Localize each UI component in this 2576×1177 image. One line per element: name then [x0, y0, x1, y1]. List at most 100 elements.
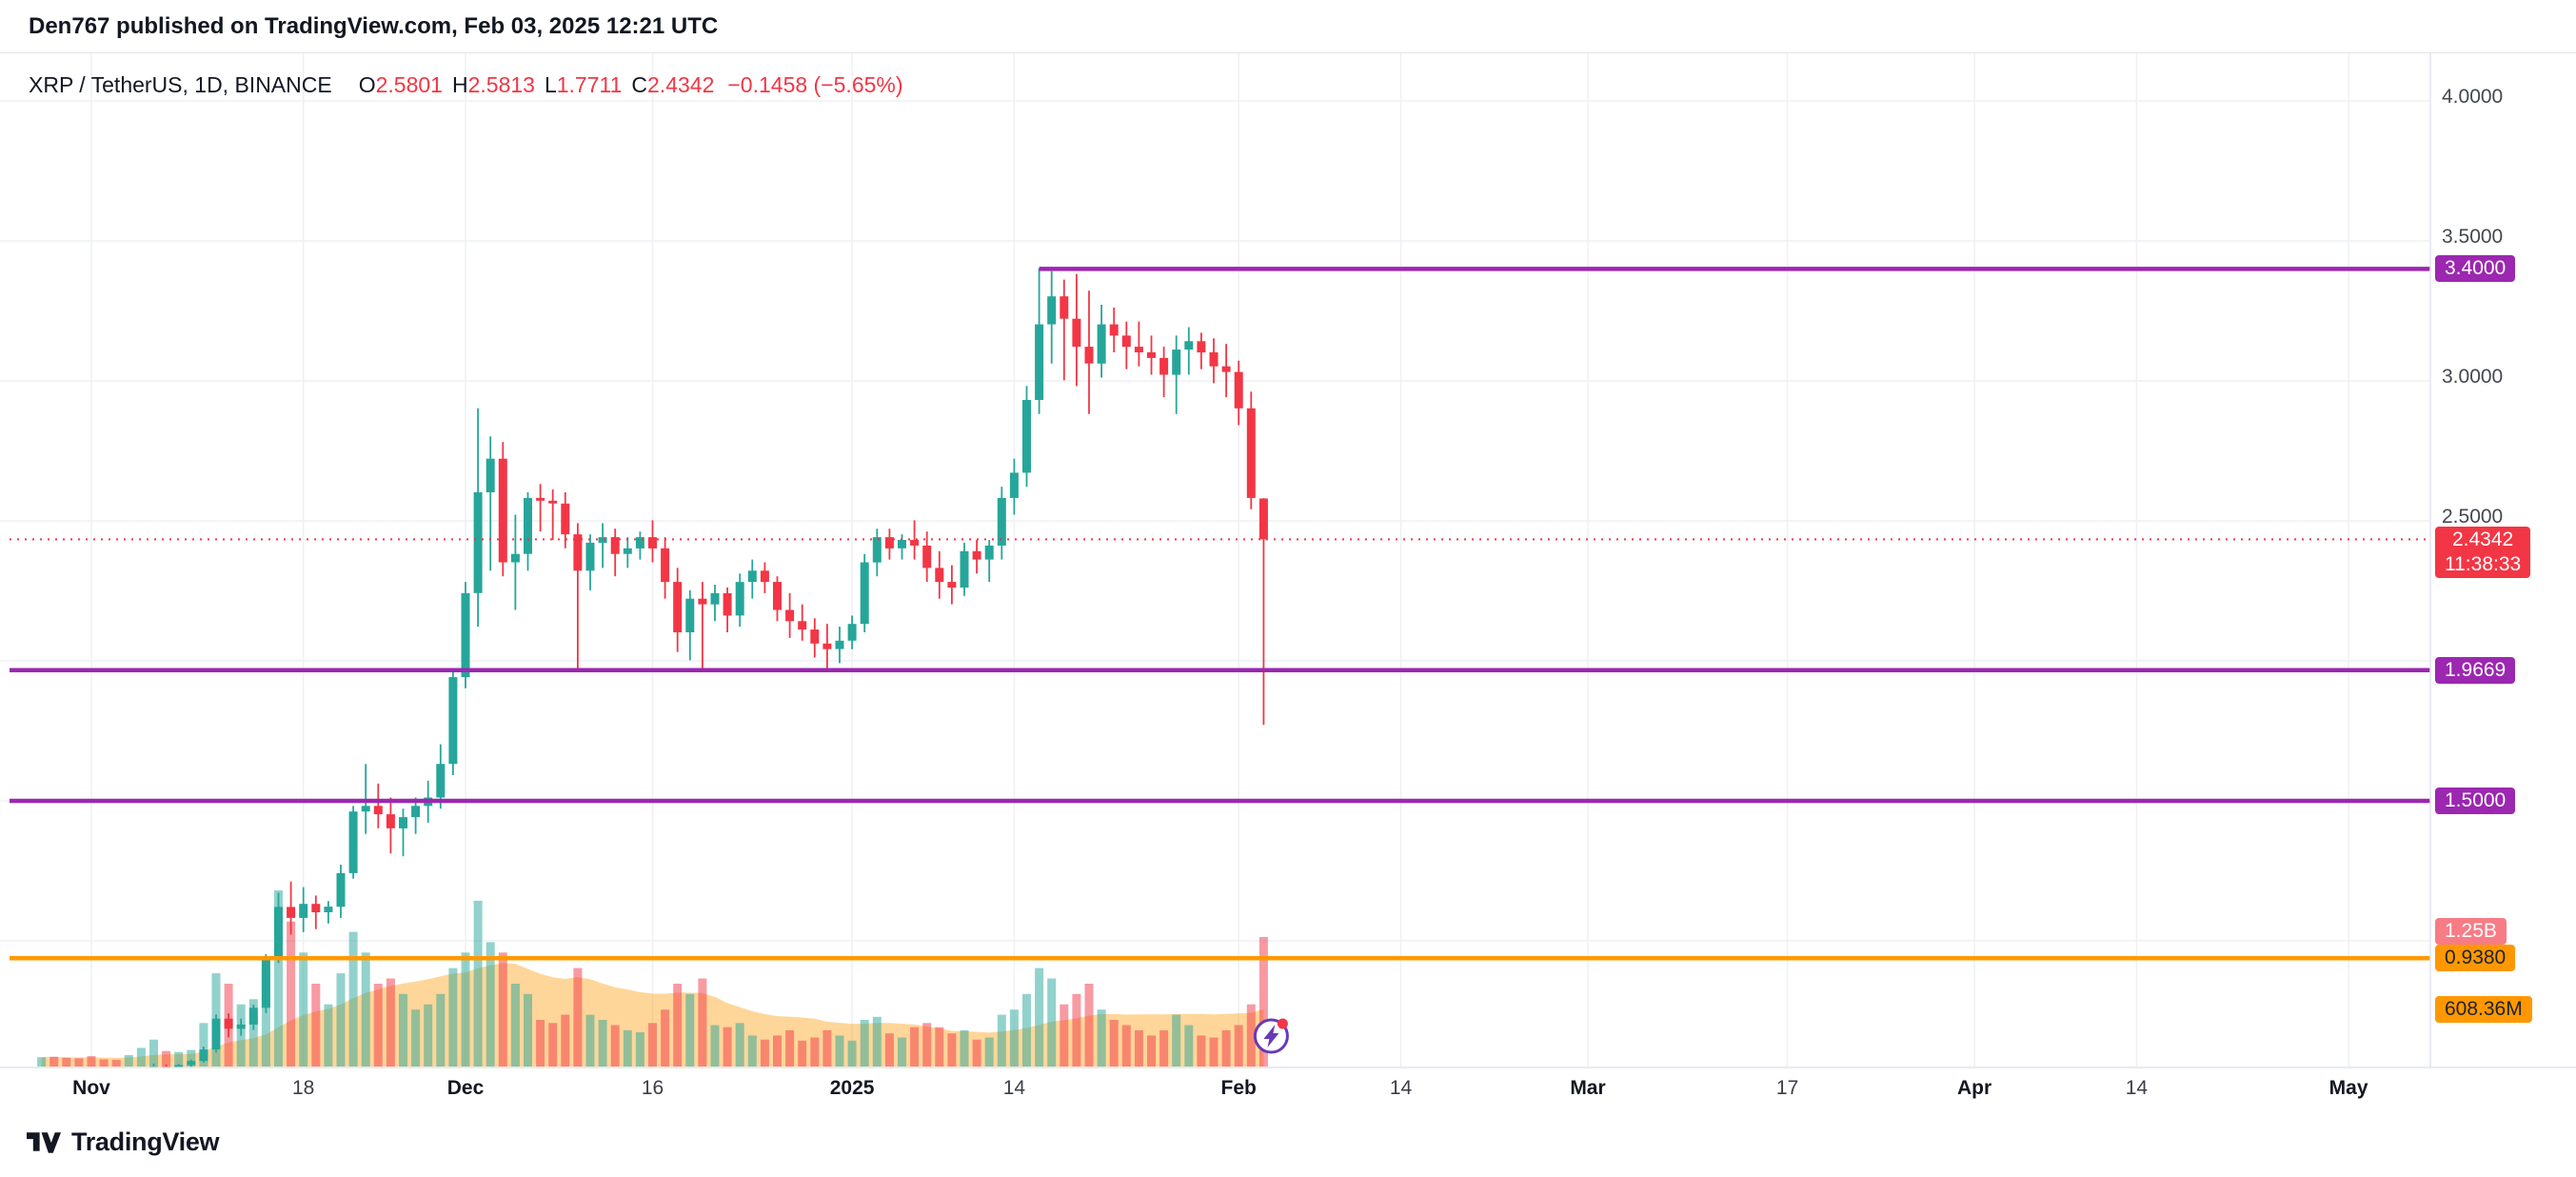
- volume-ma-badge: 608.36M: [2435, 995, 2532, 1023]
- time-tick-label: Apr: [1957, 1077, 1992, 1099]
- volume-bar: [498, 952, 507, 1067]
- price-tick-label: 3.5000: [2442, 226, 2504, 248]
- volume-bar: [810, 1037, 820, 1067]
- brand-name: TradingView: [71, 1127, 220, 1156]
- candle-body: [723, 592, 732, 616]
- volume-bar: [386, 978, 395, 1067]
- price-level-badge: 0.9380: [2435, 945, 2516, 972]
- volume-bar: [648, 1023, 657, 1067]
- candle-body: [810, 629, 820, 644]
- grid: [0, 53, 2430, 1067]
- volume-bar: [1134, 1029, 1143, 1067]
- candle-body: [1097, 324, 1106, 364]
- volume-bar: [1197, 1035, 1206, 1067]
- volume-bar: [1121, 1025, 1131, 1067]
- candle-body: [287, 907, 296, 918]
- time-tick-label: Mar: [1570, 1077, 1606, 1099]
- volume-bar: [922, 1023, 932, 1067]
- volume-bar: [124, 1055, 133, 1067]
- footer: TradingView: [27, 1127, 220, 1157]
- time-tick-label: May: [2328, 1077, 2368, 1099]
- price-level-badge: 1.5000: [2435, 788, 2516, 814]
- volume-bar: [548, 1023, 558, 1067]
- high-value: 2.5813: [467, 72, 535, 97]
- candle-body: [997, 497, 1006, 546]
- candle-body: [648, 537, 657, 549]
- volume-bar: [1035, 968, 1044, 1067]
- close-label: C: [631, 72, 648, 97]
- volume-bar: [436, 993, 446, 1067]
- volume-bar: [448, 968, 458, 1067]
- volume-bar: [149, 1039, 158, 1067]
- volume-bar: [635, 1032, 644, 1067]
- price-level-badge: 3.4000: [2435, 255, 2516, 283]
- candle-body: [1234, 371, 1243, 409]
- candle-body: [1221, 366, 1231, 372]
- tradingview-logo: [27, 1131, 61, 1153]
- volume-bar: [1159, 1029, 1169, 1067]
- candle-body: [1172, 349, 1181, 375]
- volume-bar: [99, 1059, 109, 1067]
- bar-countdown: 11:38:33: [2445, 553, 2522, 576]
- volume-bar: [1246, 1004, 1256, 1067]
- volume-bar: [1147, 1035, 1156, 1067]
- volume-bar: [473, 900, 483, 1067]
- volume-bar: [1184, 1025, 1194, 1067]
- candle-body: [884, 537, 894, 549]
- candle-body: [248, 1007, 258, 1025]
- symbol-title[interactable]: XRP / TetherUS, 1D, BINANCE: [29, 72, 332, 97]
- candle-body: [598, 537, 607, 543]
- attribution-header: Den767 published on TradingView.com, Feb…: [0, 0, 2576, 53]
- open-value: 2.5801: [375, 72, 443, 97]
- volume-bar: [822, 1029, 832, 1067]
- volume-bar: [524, 993, 532, 1067]
- candle-body: [1084, 347, 1094, 364]
- volume-bar: [1234, 1025, 1243, 1067]
- candle-body: [1184, 341, 1194, 350]
- price-tick-label: 4.0000: [2442, 86, 2504, 108]
- candle-body: [1197, 341, 1206, 353]
- candle-body: [561, 503, 570, 535]
- time-tick-label: 14: [1002, 1077, 1026, 1099]
- volume-bar: [872, 1016, 882, 1067]
- volume-bar: [685, 993, 695, 1067]
- open-label: O: [358, 72, 376, 97]
- volume-bar: [324, 1004, 333, 1067]
- candle-body: [610, 537, 620, 554]
- candle-body: [411, 806, 421, 818]
- candle-body: [261, 960, 270, 1008]
- close-value: 2.4342: [647, 72, 715, 97]
- price-axis[interactable]: 4.0000 3.5000 3.0000 2.5000 3.4000 1.9669 1.50…: [2430, 53, 2576, 1067]
- idea-marker[interactable]: [1253, 1018, 1289, 1054]
- candle-body: [798, 621, 807, 630]
- candle-body: [847, 624, 857, 641]
- volume-bar: [111, 1059, 121, 1067]
- volume-bar: [348, 931, 358, 1067]
- candle-body: [386, 814, 395, 828]
- volume-bar: [461, 952, 470, 1067]
- candle-body: [1060, 296, 1069, 319]
- volume-bar: [960, 1029, 969, 1067]
- candle-body: [373, 806, 383, 815]
- candle-body: [536, 497, 545, 501]
- candle-body: [685, 598, 695, 632]
- volume-bar: [411, 1009, 421, 1067]
- candle-body: [1072, 318, 1081, 348]
- volume-bar: [37, 1057, 47, 1067]
- candle-body: [498, 458, 507, 563]
- volume-bar: [199, 1023, 208, 1067]
- time-tick-label: Dec: [446, 1077, 485, 1099]
- candle-body: [311, 904, 321, 912]
- volume-bar: [274, 890, 283, 1067]
- ohlc-close: C2.4342: [631, 72, 714, 98]
- time-axis[interactable]: Nov 18 Dec 16 2025 14 Feb 14 Mar 17 Apr 14 May: [0, 1068, 2430, 1110]
- volume-bar: [935, 1027, 944, 1067]
- candle-body: [1209, 352, 1219, 367]
- volume-bar: [74, 1058, 84, 1067]
- volume-bar: [174, 1051, 184, 1067]
- candle-body: [524, 497, 532, 554]
- price-tick-label: 3.0000: [2442, 366, 2504, 388]
- change-value: −0.1458 (−5.65%): [727, 72, 903, 97]
- candle-body: [984, 545, 994, 560]
